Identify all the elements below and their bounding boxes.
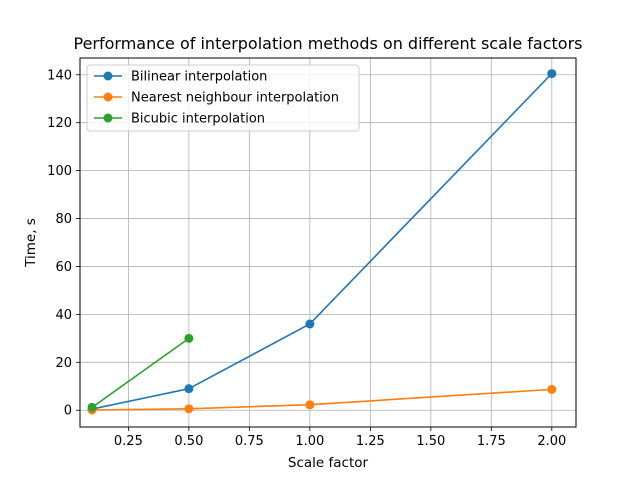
x-tick-label: 0.50	[174, 434, 203, 449]
legend-label: Bilinear interpolation	[131, 70, 267, 85]
x-axis-label: Scale factor	[288, 455, 369, 471]
data-point	[305, 319, 315, 329]
x-axis-ticks: 0.25 0.50 0.75 1.00 1.25 1.50 1.75 2.00	[114, 427, 566, 449]
legend-item: Bilinear interpolation	[94, 70, 267, 85]
y-tick-label: 0	[64, 404, 72, 419]
y-tick-label: 20	[55, 356, 72, 371]
y-tick-label: 80	[55, 212, 72, 227]
series-line	[91, 337, 190, 409]
legend-label: Bicubic interpolation	[131, 112, 265, 127]
y-axis-label: Time, s	[23, 218, 39, 268]
legend-marker	[103, 113, 113, 123]
data-point	[547, 69, 557, 79]
series-bicubic-interpolation	[87, 333, 194, 412]
data-point	[184, 333, 194, 343]
chart-legend: Bilinear interpolation Nearest neighbour …	[86, 64, 360, 132]
x-tick-label: 1.50	[416, 434, 445, 449]
y-tick-label: 140	[47, 68, 72, 83]
data-point	[547, 384, 557, 394]
legend-label: Nearest neighbour interpolation	[131, 91, 339, 106]
x-tick-label: 2.00	[537, 434, 566, 449]
legend-items: Bilinear interpolation Nearest neighbour …	[94, 70, 339, 127]
y-tick-label: 120	[47, 116, 72, 131]
x-tick-label: 1.00	[295, 434, 324, 449]
data-point	[184, 384, 194, 394]
y-tick-label: 40	[55, 308, 72, 323]
plot-series	[87, 69, 557, 415]
x-tick-label: 1.75	[477, 434, 506, 449]
data-point	[184, 404, 194, 414]
series-nearest-neighbour-interpolation	[87, 384, 557, 415]
series-line	[91, 73, 553, 410]
y-tick-label: 100	[47, 164, 72, 179]
data-point	[87, 402, 97, 412]
x-tick-label: 0.25	[114, 434, 143, 449]
data-point	[305, 400, 315, 410]
chart-title: Performance of interpolation methods on …	[74, 34, 583, 53]
plot-area-frame	[79, 57, 577, 428]
y-tick-label: 60	[55, 260, 72, 275]
x-tick-label: 1.25	[356, 434, 385, 449]
legend-item: Bicubic interpolation	[94, 112, 265, 127]
series-line	[92, 388, 552, 411]
legend-marker	[103, 92, 113, 102]
legend-item: Nearest neighbour interpolation	[94, 91, 339, 106]
legend-box	[86, 64, 360, 132]
x-tick-label: 0.75	[235, 434, 264, 449]
legend-marker	[103, 71, 113, 81]
y-axis-ticks: 0 20 40 60 80 100 120 140	[47, 68, 80, 419]
